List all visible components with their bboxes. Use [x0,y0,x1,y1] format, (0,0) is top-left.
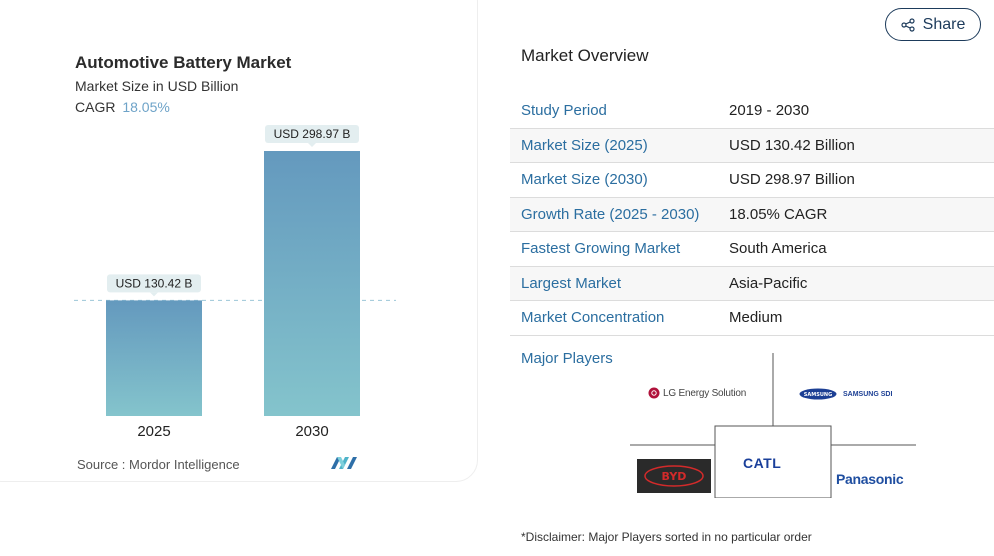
data-label-pointer [150,292,158,297]
overview-value: 18.05% CAGR [729,205,828,223]
overview-row: Fastest Growing Market South America [510,232,994,267]
samsung-oval-icon: SAMSUNG [799,388,837,400]
cagr-label: CAGR [75,99,116,115]
overview-row: Study Period 2019 - 2030 [510,94,994,129]
data-label-bg [107,274,201,293]
chart-card [0,0,478,482]
bar-2025 [106,300,202,416]
overview-value: USD 298.97 Billion [729,171,855,189]
data-label: USD 130.42 B [116,276,193,290]
data-label: USD 298.97 B [274,127,351,141]
lg-circle-icon [648,387,660,399]
major-players-label: Major Players [521,350,613,367]
overview-key: Growth Rate (2025 - 2030) [521,205,700,223]
source-name: Mordor Intelligence [129,457,240,472]
overview-key: Fastest Growing Market [521,240,681,258]
overview-value: Medium [729,309,783,327]
chart-title: Automotive Battery Market [75,53,292,72]
overview-row: Market Concentration Medium [510,301,994,336]
byd-wordmark: BYD [662,470,687,483]
overview-row: Largest Market Asia-Pacific [510,266,994,301]
x-tick-label: 2025 [137,423,170,440]
chart-cagr: CAGR 18.05% [75,99,170,115]
overview-key: Study Period [521,102,607,120]
samsung-sdi-logo: SAMSUNG SAMSUNG SDI [799,388,892,400]
lg-logo-text: LG Energy Solution [663,387,747,399]
data-label-pointer [308,143,316,147]
overview-key: Largest Market [521,274,622,292]
panasonic-logo: Panasonic [836,471,904,487]
overview-value: 2019 - 2030 [729,102,810,120]
disclaimer: *Disclaimer: Major Players sorted in no … [521,530,812,544]
bar-2030 [264,151,360,416]
share-button[interactable]: Share [885,8,981,41]
samsung-wordmark: SAMSUNG [804,392,832,398]
players-grid-lines [630,353,916,498]
overview-title: Market Overview [521,46,649,65]
share-label: Share [922,15,966,33]
overview-key: Market Concentration [521,309,665,327]
overview-value: South America [729,240,827,258]
cagr-value: 18.05% [122,99,170,115]
x-tick-label: 2030 [295,423,328,440]
chart-subtitle: Market Size in USD Billion [75,78,239,94]
byd-oval-icon: BYD [644,465,704,487]
source-note: Source : Mordor Intelligence [77,457,240,472]
lg-energy-logo: LG Energy Solution [648,387,746,399]
bar-chart: USD 130.42 B 2025 USD 298.97 B 2030 [74,125,396,440]
byd-logo: BYD [637,459,711,493]
catl-logo: CATL [743,455,782,471]
overview-value: Asia-Pacific [729,274,808,292]
overview-value: USD 130.42 Billion [729,136,855,154]
data-label-bg [265,125,359,143]
mordor-logo-icon [331,457,357,469]
samsung-sdi-text: SAMSUNG SDI [843,390,893,398]
overview-key: Market Size (2025) [521,136,648,154]
overview-row: Growth Rate (2025 - 2030) 18.05% CAGR [510,197,994,232]
source-label: Source : [77,457,126,472]
overview-key: Market Size (2030) [521,171,648,189]
overview-row: Market Size (2025) USD 130.42 Billion [510,128,994,163]
share-icon [901,17,915,32]
overview-row: Market Size (2030) USD 298.97 Billion [510,163,994,198]
overview-table: Study Period 2019 - 2030 Market Size (20… [510,94,994,336]
